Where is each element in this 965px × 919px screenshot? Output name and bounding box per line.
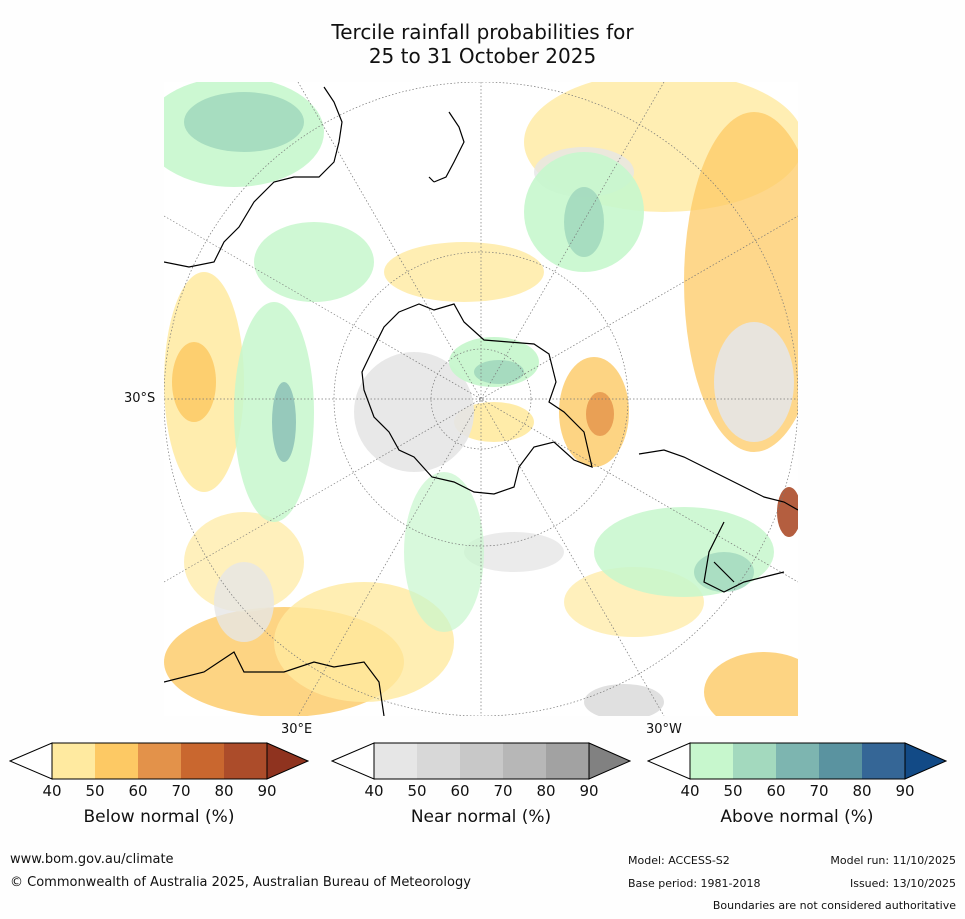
map-svg <box>164 82 798 716</box>
cb-above-seg-2 <box>733 743 776 779</box>
colorbar-above-normal-svg <box>646 742 948 780</box>
cb-below-seg-2 <box>95 743 138 779</box>
colorbar-below-normal-svg <box>8 742 310 780</box>
footer-copyright: © Commonwealth of Australia 2025, Austra… <box>10 875 471 890</box>
cb-near-seg-6 <box>588 742 632 780</box>
colorbar-above-normal <box>646 742 948 784</box>
near-normal-areas <box>214 147 794 716</box>
cb-below-tick: 60 <box>128 782 148 800</box>
graticule <box>164 82 798 716</box>
cb-below-seg-6 <box>266 742 310 780</box>
footer-model-run: Model run: 11/10/2025 <box>830 854 956 867</box>
cb-below-tick: 70 <box>171 782 191 800</box>
colorbar-near-normal <box>330 742 632 784</box>
cb-near-tick: 40 <box>364 782 384 800</box>
cb-near-seg-0 <box>330 742 375 780</box>
cb-above-tick: 70 <box>809 782 829 800</box>
cb-below-seg-3 <box>138 743 181 779</box>
cb-above-seg-0 <box>646 742 691 780</box>
cb-near-tick: 60 <box>450 782 470 800</box>
footer-base-period: Base period: 1981-2018 <box>628 877 761 890</box>
cb-below-tick: 40 <box>42 782 62 800</box>
footer-url[interactable]: www.bom.gov.au/climate <box>10 852 174 867</box>
cb-below-seg-5 <box>224 743 267 779</box>
cb-near-tick: 90 <box>579 782 599 800</box>
cb-above-tick: 40 <box>680 782 700 800</box>
cb-below-tick: 80 <box>214 782 234 800</box>
cb-near-tick: 70 <box>493 782 513 800</box>
cb-above-tick: 60 <box>766 782 786 800</box>
cb-below-seg-4 <box>181 743 224 779</box>
coastlines <box>164 86 798 716</box>
cb-near-seg-4 <box>503 743 546 779</box>
cb-above-seg-4 <box>819 743 862 779</box>
chart-title: Tercile rainfall probabilities for 25 to… <box>0 20 965 68</box>
title-line-2: 25 to 31 October 2025 <box>368 44 597 68</box>
forecast-map <box>164 82 798 716</box>
colorbar-below-label: Below normal (%) <box>83 807 235 827</box>
footer-issued: Issued: 13/10/2025 <box>849 877 956 890</box>
cb-below-tick: 50 <box>85 782 105 800</box>
colorbar-near-label: Near normal (%) <box>410 807 552 827</box>
cb-above-tick: 50 <box>723 782 743 800</box>
cb-above-tick: 90 <box>895 782 915 800</box>
cb-near-seg-1 <box>374 743 417 779</box>
cb-above-seg-6 <box>904 742 948 780</box>
cb-below-tick: 90 <box>257 782 277 800</box>
cb-above-seg-1 <box>690 743 733 779</box>
cb-near-seg-3 <box>460 743 503 779</box>
lon-label-30w: 30°W <box>646 722 682 737</box>
new-zealand-outline <box>428 111 465 183</box>
africa-outline <box>164 651 385 716</box>
colorbar-near-normal-svg <box>330 742 632 780</box>
title-line-1: Tercile rainfall probabilities for <box>331 20 634 44</box>
cb-below-seg-1 <box>52 743 95 779</box>
lon-label-30e: 30°E <box>281 722 313 737</box>
footer-disclaimer: Boundaries are not considered authoritat… <box>712 899 956 912</box>
footer-model: Model: ACCESS-S2 <box>628 854 730 867</box>
antarctica-outline <box>361 303 593 495</box>
above-normal-areas <box>164 82 774 632</box>
cb-near-seg-2 <box>417 743 460 779</box>
cb-above-seg-3 <box>776 743 819 779</box>
colorbar-above-label: Above normal (%) <box>720 807 874 827</box>
colorbar-below-normal <box>8 742 310 784</box>
cb-above-seg-5 <box>862 743 905 779</box>
cb-above-tick: 80 <box>852 782 872 800</box>
cb-below-seg-0 <box>8 742 53 780</box>
south-america-outline <box>638 449 798 593</box>
cb-near-tick: 80 <box>536 782 556 800</box>
cb-near-seg-5 <box>546 743 589 779</box>
australia-outline <box>164 86 343 268</box>
lat-label-30s: 30°S <box>124 391 156 406</box>
cb-near-tick: 50 <box>407 782 427 800</box>
